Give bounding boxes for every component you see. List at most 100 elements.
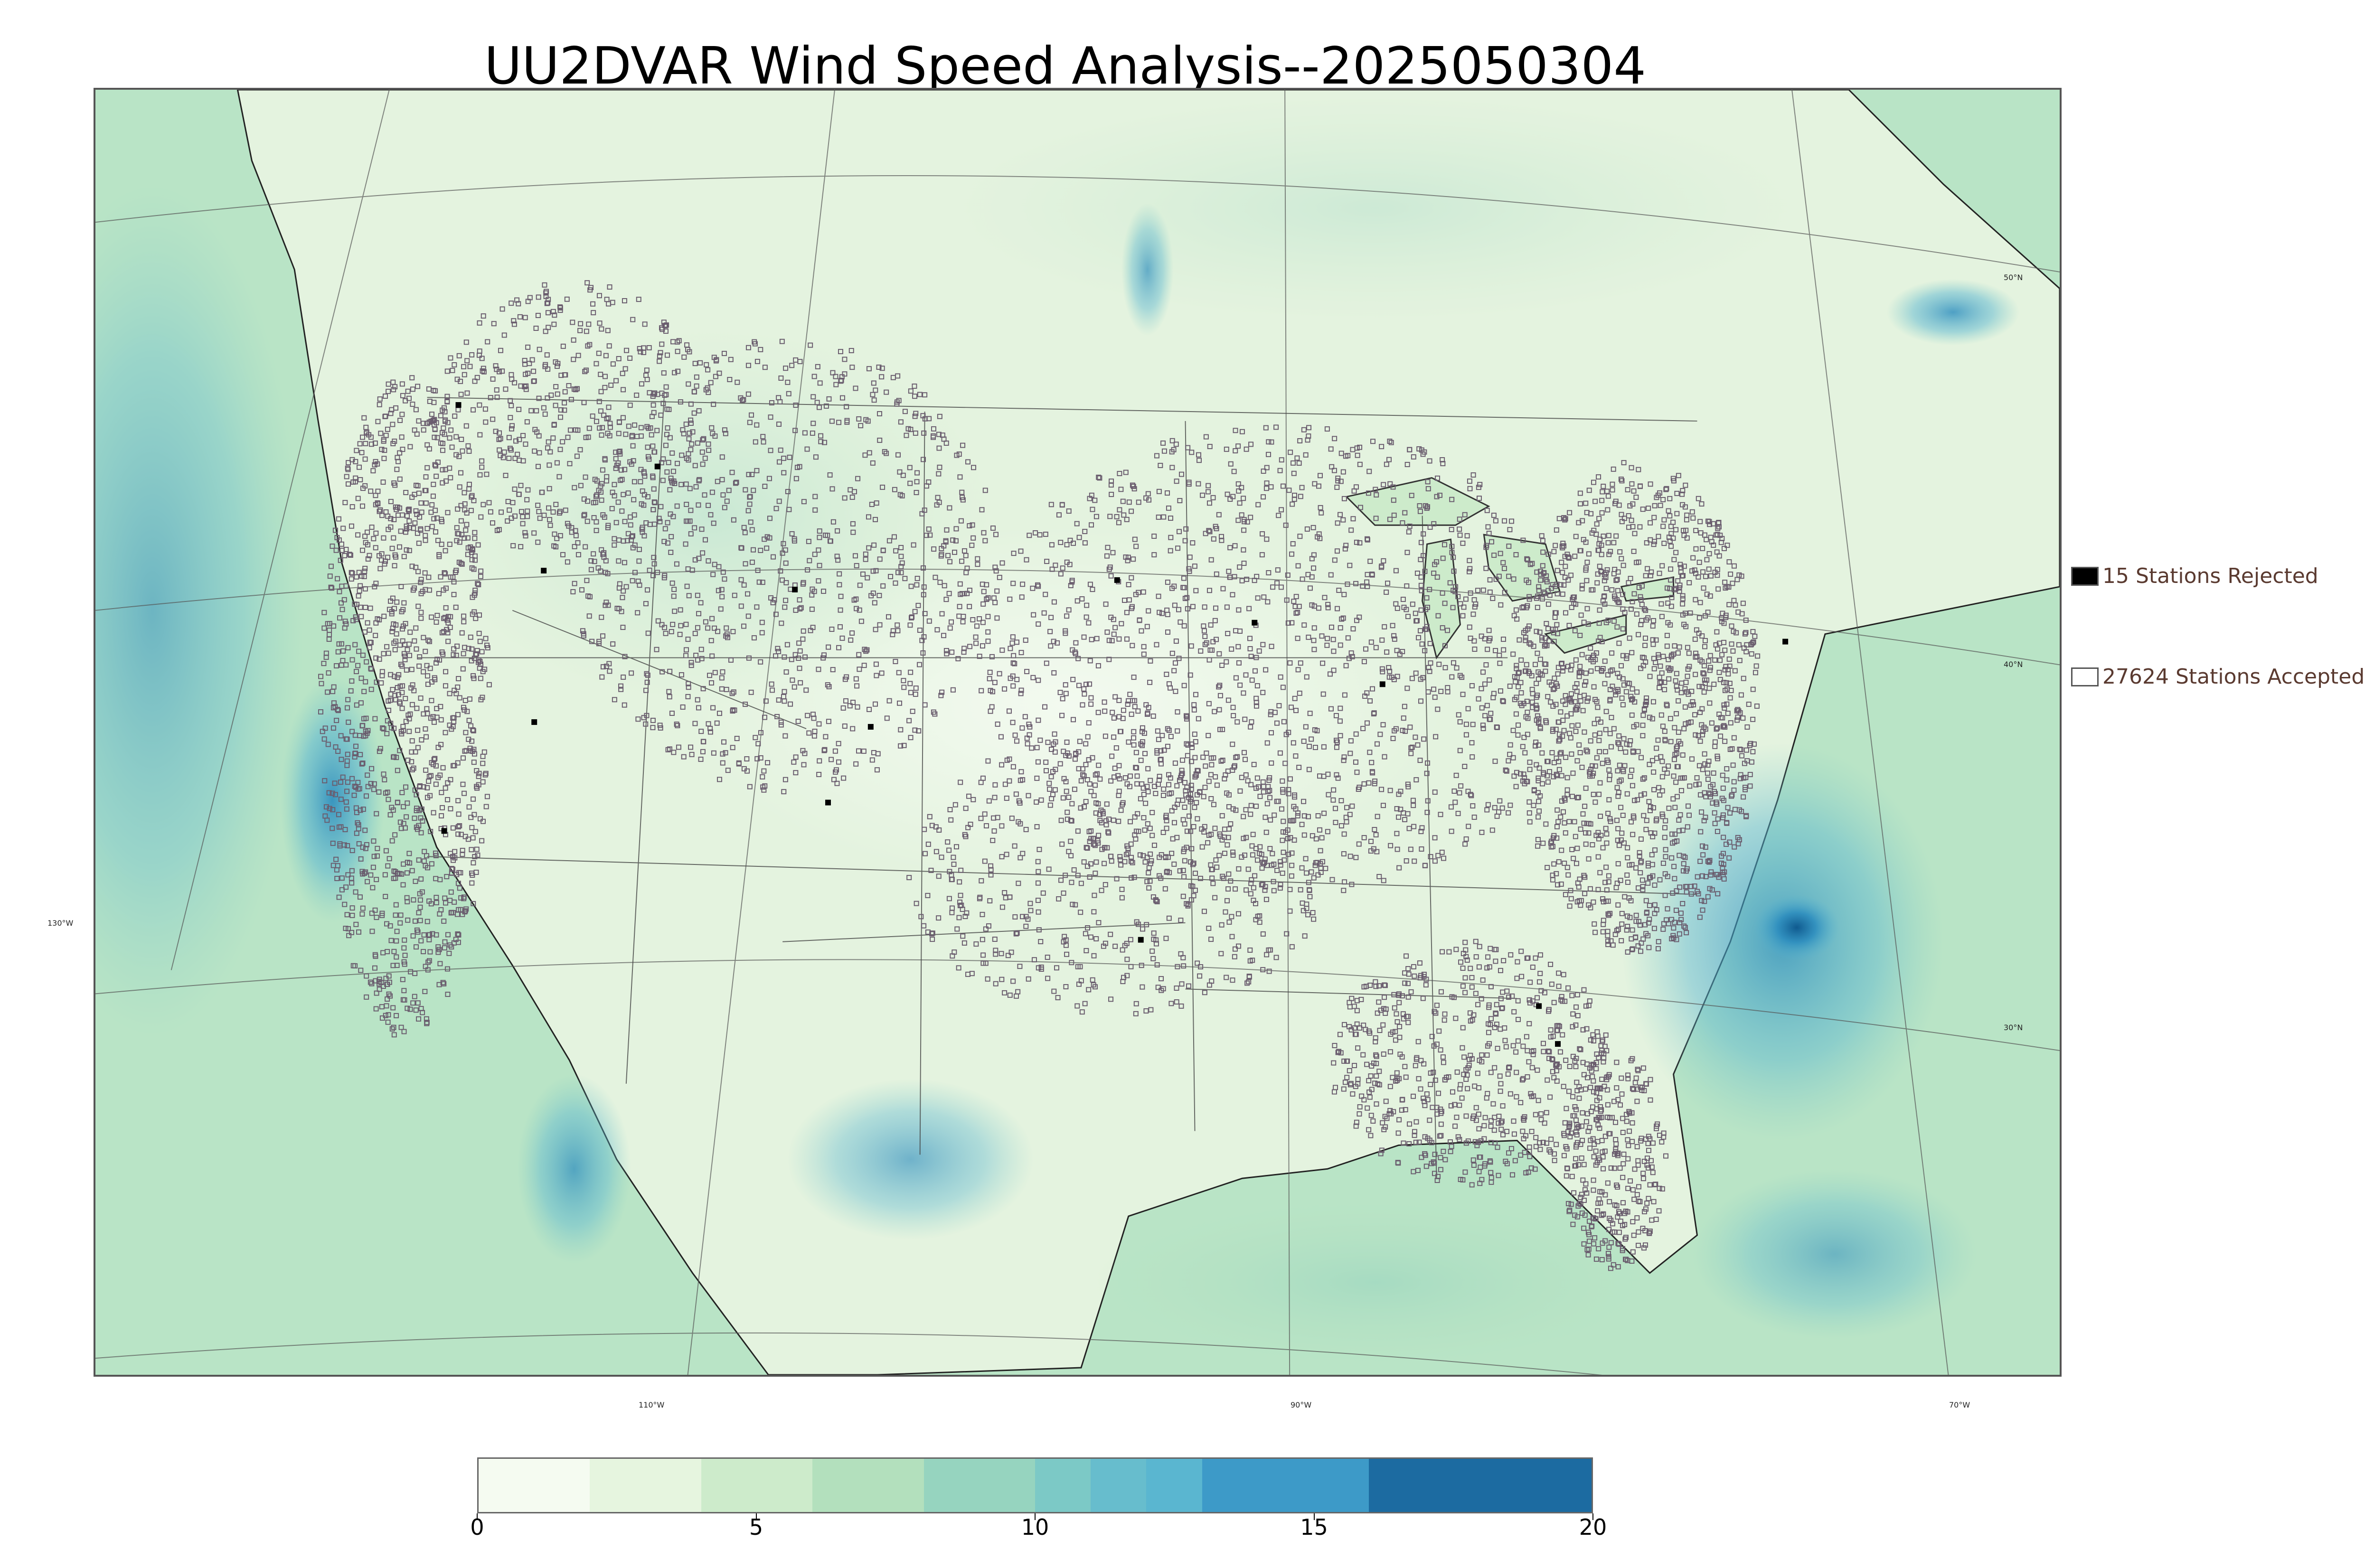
accepted-station bbox=[1073, 640, 1079, 646]
accepted-station bbox=[1602, 593, 1607, 599]
accepted-station bbox=[423, 474, 429, 480]
accepted-station bbox=[1287, 776, 1293, 782]
accepted-station bbox=[1334, 744, 1339, 750]
accepted-station bbox=[647, 567, 652, 573]
accepted-station bbox=[379, 447, 385, 452]
accepted-station bbox=[433, 529, 439, 535]
accepted-station bbox=[1460, 966, 1466, 971]
accepted-station bbox=[1466, 824, 1471, 829]
accepted-station bbox=[1106, 638, 1112, 643]
accepted-station bbox=[730, 707, 736, 713]
accepted-station bbox=[808, 342, 813, 348]
accepted-station bbox=[401, 651, 407, 657]
accepted-station bbox=[1586, 551, 1592, 557]
accepted-station bbox=[1568, 888, 1573, 893]
accepted-station bbox=[1718, 715, 1724, 721]
accepted-station bbox=[1116, 520, 1121, 526]
accepted-station bbox=[1686, 580, 1692, 586]
accepted-station bbox=[818, 439, 824, 444]
accepted-station bbox=[1295, 636, 1300, 641]
accepted-station bbox=[753, 735, 758, 741]
accepted-station bbox=[1600, 845, 1606, 851]
accepted-station bbox=[1088, 789, 1094, 794]
accepted-station bbox=[393, 902, 399, 908]
accepted-station bbox=[339, 641, 344, 647]
accepted-station bbox=[322, 778, 328, 784]
accepted-station bbox=[1353, 484, 1359, 490]
accepted-station bbox=[1700, 843, 1705, 849]
accepted-station bbox=[1570, 1011, 1576, 1017]
accepted-station bbox=[1619, 938, 1624, 944]
accepted-station bbox=[466, 646, 471, 651]
accepted-station bbox=[1620, 563, 1626, 568]
accepted-station bbox=[793, 476, 799, 481]
accepted-station bbox=[406, 851, 412, 856]
accepted-station bbox=[711, 402, 716, 407]
accepted-station bbox=[1656, 939, 1661, 945]
accepted-station bbox=[1383, 1124, 1388, 1130]
wind-speed-map[interactable] bbox=[94, 88, 2062, 1377]
accepted-station bbox=[985, 595, 991, 601]
accepted-station bbox=[345, 705, 350, 711]
accepted-station bbox=[1049, 747, 1054, 752]
accepted-station bbox=[1473, 991, 1479, 996]
accepted-station bbox=[1119, 621, 1124, 627]
accepted-station bbox=[707, 729, 713, 735]
pacific-wind-band bbox=[95, 184, 304, 1036]
accepted-station bbox=[1424, 595, 1430, 601]
accepted-station bbox=[339, 547, 345, 553]
accepted-station bbox=[785, 379, 791, 385]
accepted-station bbox=[1389, 675, 1394, 680]
accepted-station bbox=[969, 543, 975, 548]
accepted-station bbox=[1462, 764, 1468, 769]
accepted-station bbox=[1214, 571, 1219, 577]
accepted-station bbox=[916, 728, 922, 734]
accepted-station bbox=[960, 497, 966, 503]
accepted-station bbox=[1233, 448, 1238, 454]
accepted-station bbox=[1629, 936, 1634, 942]
accepted-station bbox=[833, 767, 839, 773]
accepted-station bbox=[1707, 665, 1713, 670]
accepted-station bbox=[435, 744, 441, 750]
accepted-station bbox=[980, 643, 985, 649]
accepted-station bbox=[1692, 567, 1697, 573]
accepted-station bbox=[1449, 828, 1454, 834]
accepted-station bbox=[1515, 998, 1521, 1004]
accepted-station bbox=[1347, 563, 1353, 568]
accepted-station bbox=[1210, 639, 1216, 645]
accepted-station bbox=[643, 721, 649, 727]
accepted-station bbox=[390, 422, 396, 427]
accepted-station bbox=[409, 738, 415, 744]
accepted-station bbox=[979, 688, 984, 694]
accepted-station bbox=[1672, 751, 1678, 757]
accepted-station bbox=[1579, 582, 1585, 588]
accepted-station bbox=[1489, 827, 1495, 833]
accepted-station bbox=[392, 563, 397, 569]
accepted-station bbox=[434, 706, 440, 712]
accepted-station bbox=[738, 603, 744, 609]
accepted-station bbox=[340, 657, 346, 663]
accepted-station bbox=[1660, 524, 1666, 529]
accepted-station bbox=[404, 547, 409, 553]
accepted-station bbox=[1698, 829, 1704, 835]
accepted-station bbox=[1235, 517, 1241, 523]
accepted-station bbox=[1682, 854, 1688, 860]
accepted-station bbox=[1297, 534, 1303, 539]
accepted-station bbox=[837, 624, 843, 629]
accepted-station bbox=[482, 772, 488, 778]
accepted-station bbox=[326, 790, 332, 796]
accepted-station bbox=[782, 547, 788, 553]
accepted-station bbox=[1592, 732, 1598, 738]
accepted-station bbox=[1457, 673, 1463, 678]
accepted-station bbox=[747, 494, 753, 500]
accepted-station bbox=[399, 412, 405, 417]
accepted-station bbox=[712, 670, 718, 676]
accepted-station bbox=[388, 721, 394, 726]
accepted-station bbox=[405, 917, 411, 923]
accepted-station bbox=[1242, 519, 1247, 525]
accepted-station bbox=[358, 614, 364, 620]
accepted-station bbox=[1235, 481, 1241, 487]
accepted-station bbox=[873, 627, 878, 632]
accepted-station bbox=[1601, 483, 1606, 489]
accepted-station bbox=[1264, 465, 1270, 470]
